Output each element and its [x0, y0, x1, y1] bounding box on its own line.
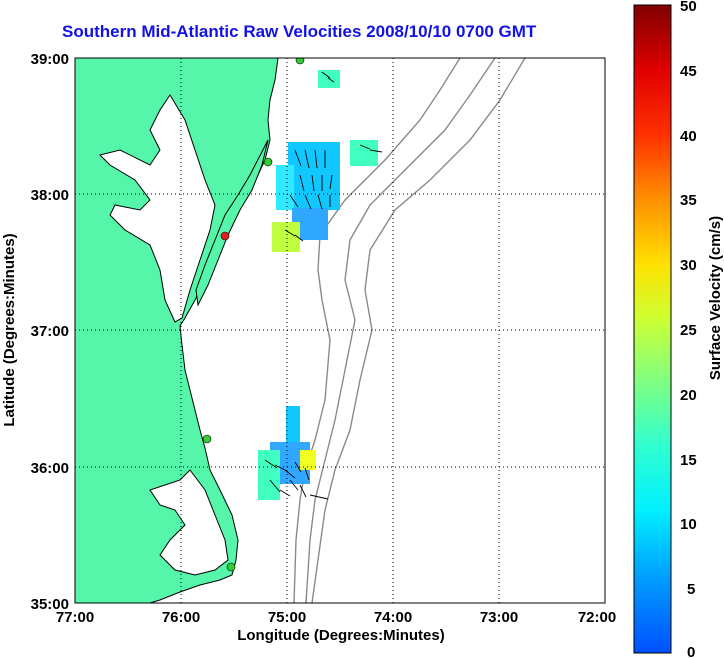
x-ticks: 77:00 76:00 75:00 74:00 73:00 72:00: [56, 609, 616, 626]
y-axis-label: Latitude (Degrees:Minutes): [1, 233, 18, 426]
x-tick-label: 77:00: [56, 609, 94, 626]
pamlico-sound: [149, 469, 229, 576]
station-marker: [226, 562, 236, 572]
colorbar-ticks: 50 45 40 35 30 25 20 15 10 5 0: [680, 0, 697, 659]
station-marker: [263, 157, 273, 167]
colorbar-tick-label: 45: [680, 63, 697, 80]
grid-lines: [75, 58, 605, 603]
colorbar-tick-label: 0: [687, 644, 695, 659]
station-marker: [295, 58, 305, 65]
x-axis-label: Longitude (Degrees:Minutes): [237, 627, 445, 644]
y-ticks: 39:00 38:00 37:00 36:00 35:00: [31, 51, 69, 613]
isobath-outer: [311, 58, 526, 603]
colorbar-tick-label: 50: [680, 0, 697, 15]
y-tick-label: 36:00: [31, 460, 69, 477]
y-tick-label: 35:00: [31, 596, 69, 613]
colorbar-tick-label: 40: [680, 128, 697, 145]
y-tick-label: 39:00: [31, 51, 69, 68]
y-tick-label: 37:00: [31, 323, 69, 340]
velocity-vectors: [264, 71, 383, 500]
colorbar-label: Surface Velocity (cm/s): [707, 216, 724, 380]
station-marker: [202, 434, 212, 444]
x-tick-label: 72:00: [578, 609, 616, 626]
eastern-shore: [195, 139, 269, 307]
x-tick-label: 75:00: [268, 609, 306, 626]
colorbar-tick-label: 15: [680, 452, 697, 469]
colorbar-tick-label: 35: [680, 192, 697, 209]
colorbar-tick-label: 25: [680, 322, 697, 339]
plot-frame: [74, 57, 606, 604]
x-tick-label: 74:00: [374, 609, 412, 626]
velocity-field-south: [258, 406, 316, 500]
y-tick-label: 38:00: [31, 187, 69, 204]
x-tick-label: 73:00: [480, 609, 518, 626]
colorbar-tick-label: 30: [680, 257, 697, 274]
colorbar: [633, 4, 672, 654]
x-tick-label: 76:00: [162, 609, 200, 626]
chart-title: Southern Mid-Atlantic Raw Velocities 200…: [62, 22, 537, 41]
isobath-middle: [305, 58, 496, 603]
isobath-inner: [293, 58, 461, 603]
colorbar-tick-label: 10: [680, 516, 697, 533]
chesapeake-bay: [99, 94, 216, 323]
station-marker: [220, 231, 230, 241]
colorbar-tick-label: 20: [680, 387, 697, 404]
colorbar-tick-label: 5: [687, 581, 695, 598]
